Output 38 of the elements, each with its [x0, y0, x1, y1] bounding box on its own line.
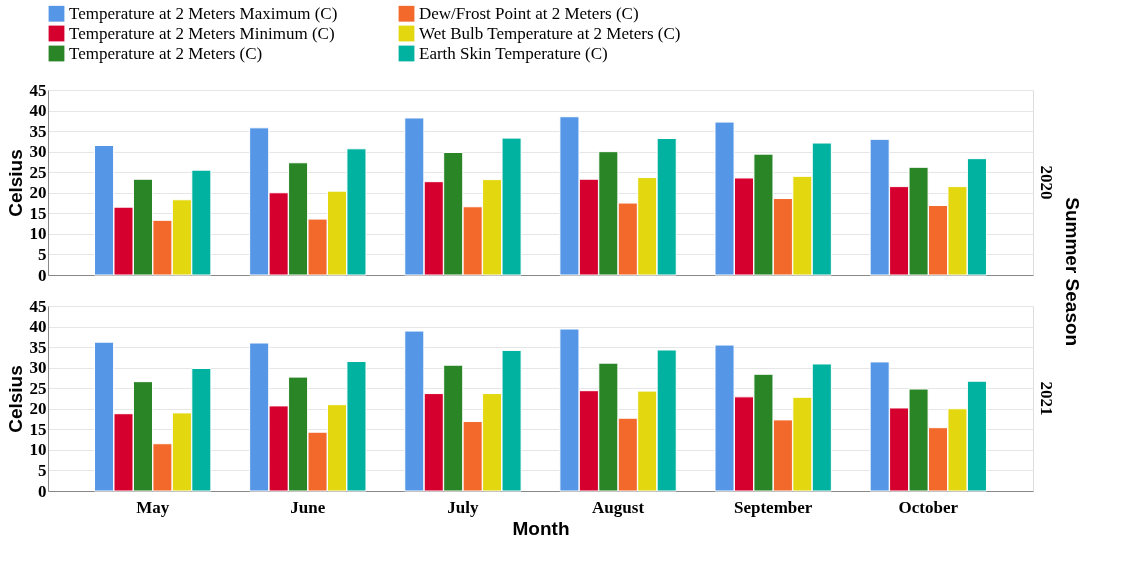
y-tick-label: 10 — [29, 440, 47, 460]
x-tick-label: October — [898, 497, 959, 517]
x-axis-title: Month — [512, 517, 570, 539]
legend-label: Earth Skin Temperature (C) — [419, 43, 608, 63]
y-tick-label: 10 — [29, 224, 47, 244]
text: 2021 — [1037, 381, 1056, 416]
y-axis-title: Celsius — [4, 149, 26, 217]
legend-label: Dew/Frost Point at 2 Meters (C) — [419, 3, 639, 23]
x-tick-label: September — [733, 497, 813, 517]
y-axis-title: Celsius — [4, 365, 26, 433]
y-tick-label: 25 — [29, 378, 47, 398]
legend-label: Temperature at 2 Meters (C) — [69, 43, 263, 63]
x-tick-label: June — [290, 497, 326, 517]
x-tick-label: May — [136, 497, 170, 517]
y-tick-label: 5 — [38, 244, 47, 264]
y-tick-label: 35 — [29, 121, 47, 141]
text: Summer Season — [1061, 197, 1083, 347]
y-tick-label: 35 — [29, 337, 47, 357]
y-tick-label: 0 — [38, 481, 47, 501]
y-tick-label: 40 — [29, 101, 47, 121]
text: 2020 — [1037, 165, 1056, 200]
legend-label: Temperature at 2 Meters Minimum (C) — [69, 23, 335, 43]
legend-label: Temperature at 2 Meters Maximum (C) — [69, 3, 338, 23]
x-tick-label: August — [592, 497, 645, 517]
y-tick-label: 30 — [29, 142, 47, 162]
y-tick-label: 5 — [38, 460, 47, 480]
y-tick-label: 0 — [38, 265, 47, 285]
y-tick-label: 15 — [29, 419, 47, 439]
legend-label: Wet Bulb Temperature at 2 Meters (C) — [419, 23, 681, 43]
y-tick-label: 20 — [29, 399, 47, 419]
y-tick-label: 45 — [29, 80, 47, 100]
y-tick-label: 20 — [29, 183, 47, 203]
y-tick-label: 15 — [29, 203, 47, 223]
y-tick-label: 40 — [29, 317, 47, 337]
y-tick-label: 30 — [29, 358, 47, 378]
y-tick-label: 45 — [29, 296, 47, 316]
y-tick-label: 25 — [29, 162, 47, 182]
x-tick-label: July — [447, 497, 480, 517]
